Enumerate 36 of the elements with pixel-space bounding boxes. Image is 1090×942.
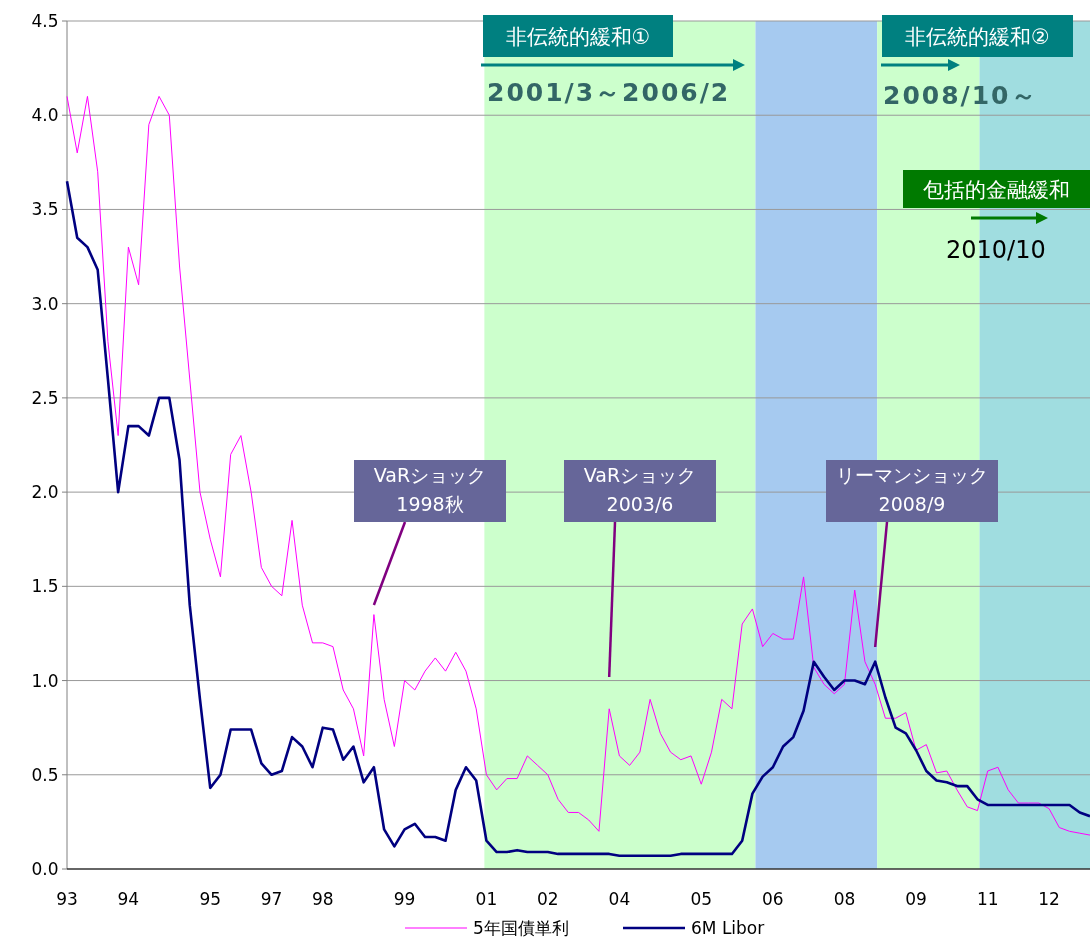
x-tick-label: 06: [762, 889, 784, 909]
annotation: 2008/10～: [883, 81, 1038, 110]
y-tick-label: 0.0: [31, 858, 59, 879]
x-tick-label: 98: [311, 889, 334, 909]
annotation: VaRショック 2003/6: [583, 464, 697, 515]
annotation: 2001/3～2006/2: [487, 78, 731, 107]
x-tick-label: 08: [833, 889, 856, 909]
y-tick-label: 2.0: [31, 482, 59, 503]
x-tick-label: 97: [260, 889, 283, 909]
y-tick-label: 4.0: [31, 105, 59, 126]
y-tick-label: 2.5: [31, 387, 59, 408]
x-tick-label: 94: [117, 889, 140, 909]
y-tick-label: 0.5: [31, 764, 59, 785]
x-tick-label: 02: [536, 889, 559, 909]
legend-label: 5年国債単利: [473, 918, 569, 938]
x-tick-label: 12: [1038, 889, 1060, 909]
x-tick-label: 09: [905, 889, 927, 909]
y-tick-label: 3.0: [31, 293, 59, 314]
legend-label: 6M Libor: [691, 918, 765, 938]
x-tick-label: 93: [56, 889, 78, 909]
y-tick-label: 3.5: [31, 199, 59, 220]
x-tick-label: 11: [976, 889, 999, 909]
annotation: 非伝統的緩和①: [505, 24, 651, 49]
x-tick-label: 95: [199, 889, 222, 909]
annotation: 包括的金融緩和: [923, 177, 1070, 202]
x-tick-label: 99: [393, 889, 416, 909]
annotation: VaRショック 1998秋: [373, 464, 487, 515]
x-tick-label: 05: [690, 889, 713, 909]
annotation: リーマンショック 2008/9: [836, 464, 988, 515]
x-tick-label: 04: [608, 889, 631, 909]
y-tick-label: 1.0: [31, 670, 59, 691]
y-tick-label: 1.5: [31, 576, 59, 597]
x-tick-label: 01: [475, 889, 498, 909]
annotation: 非伝統的緩和②: [905, 24, 1050, 49]
y-tick-label: 4.5: [31, 10, 59, 31]
annotation: 2010/10: [946, 236, 1046, 264]
